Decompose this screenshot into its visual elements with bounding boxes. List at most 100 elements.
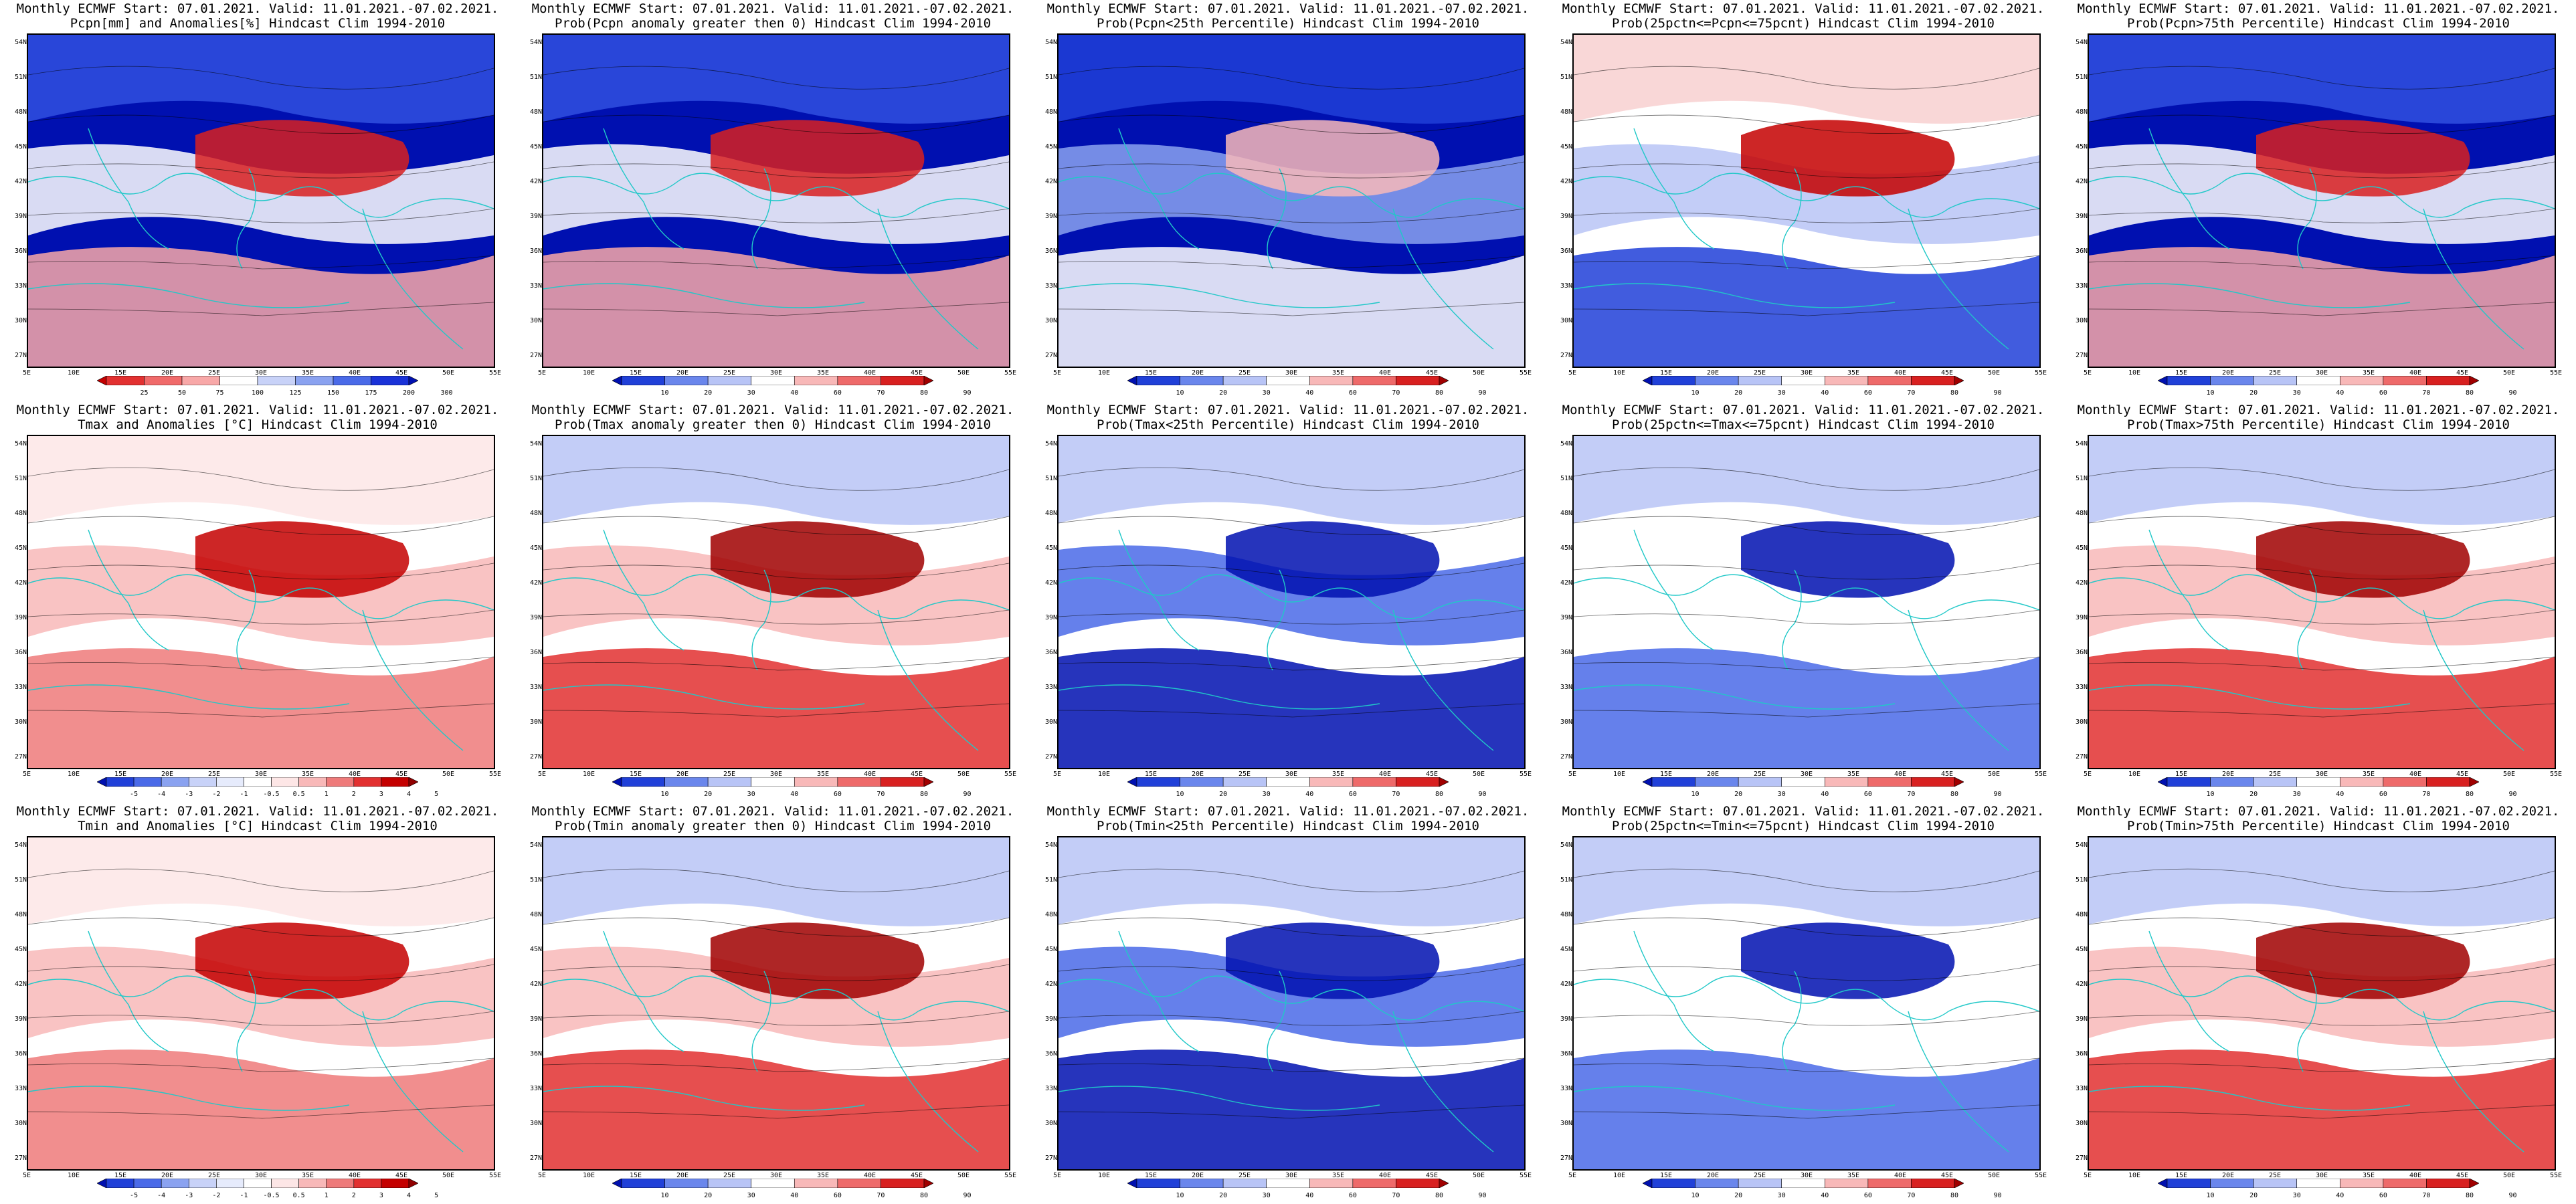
longitude-label: 45E xyxy=(1940,771,1954,778)
panel-title: Monthly ECMWF Start: 07.01.2021. Valid: … xyxy=(2061,403,2576,432)
longitude-label: 15E xyxy=(1659,369,1673,377)
colorbar-segment xyxy=(1127,1179,1137,1188)
colorbar-segment xyxy=(381,1179,409,1188)
colorbar-segment xyxy=(1738,376,1782,385)
colorbar-segment xyxy=(188,1179,217,1188)
colorbar-tick-label: 20 xyxy=(1734,1192,1743,1199)
latitude-label: 45N xyxy=(1560,946,1572,953)
colorbar-segment xyxy=(1738,777,1782,787)
longitude-label: 35E xyxy=(816,1172,830,1179)
colorbar-segment xyxy=(144,376,183,385)
longitude-label: 10E xyxy=(2128,771,2141,778)
longitude-label: 50E xyxy=(1987,369,2001,377)
coastline xyxy=(2423,609,2524,751)
colorbar-tick-label: 50 xyxy=(177,389,187,397)
map-field xyxy=(2089,837,2555,1169)
colorbar-segment xyxy=(923,1179,933,1188)
panel-title: Monthly ECMWF Start: 07.01.2021. Valid: … xyxy=(1030,804,1546,833)
shaded-region xyxy=(543,35,1009,124)
coastline xyxy=(2148,128,2230,249)
panel-title-line2: Prob(Tmin anomaly greater then 0) Hindca… xyxy=(554,819,992,833)
map-area xyxy=(2088,836,2556,1171)
colorbar-segment xyxy=(161,1179,189,1188)
contour-line xyxy=(543,563,1009,580)
colorbar-tick-label: 80 xyxy=(1435,1192,1444,1199)
shaded-region xyxy=(2089,436,2555,525)
colorbar-tick-label: 10 xyxy=(1691,1192,1699,1199)
contour-line xyxy=(1059,66,1524,90)
longitude-label: 20E xyxy=(2221,771,2235,778)
longitude-label: 20E xyxy=(161,771,174,778)
colorbar-tick-label: 75 xyxy=(215,389,224,397)
contour-line xyxy=(28,563,494,580)
coastline xyxy=(2297,168,2317,270)
contour-line xyxy=(28,255,494,270)
forecast-map-panel: Monthly ECMWF Start: 07.01.2021. Valid: … xyxy=(2061,0,2576,401)
longitude-label: 30E xyxy=(1800,369,1813,377)
contour-line xyxy=(28,114,494,134)
longitude-label: 5E xyxy=(22,369,31,377)
longitude-label: 5E xyxy=(1568,771,1577,778)
colorbar-segment xyxy=(1439,777,1449,787)
longitude-label: 35E xyxy=(301,1172,314,1179)
longitude-label: 15E xyxy=(629,1172,642,1179)
colorbar-segment xyxy=(181,376,220,385)
colorbar-tick-label: 20 xyxy=(1219,389,1228,397)
latitude-label: 45N xyxy=(1560,143,1572,150)
latitude-label: 48N xyxy=(1044,108,1057,116)
colorbar-segment xyxy=(1180,777,1224,787)
colorbar-tick-label: 90 xyxy=(1478,1192,1487,1199)
coastline xyxy=(1782,168,1802,270)
colorbar-segment xyxy=(133,777,162,787)
coastline xyxy=(28,283,350,308)
shaded-region xyxy=(1059,545,1524,645)
colorbar-segment xyxy=(1911,376,1955,385)
colorbar-tick-label: 90 xyxy=(2508,1192,2517,1199)
colorbar-segment xyxy=(837,1179,881,1188)
coastline xyxy=(1574,283,1896,308)
colorbar-segment xyxy=(408,376,418,385)
longitude-label: 30E xyxy=(1800,771,1813,778)
longitude-label: 40E xyxy=(2409,369,2422,377)
contour-line xyxy=(1059,609,1524,625)
shaded-region xyxy=(543,436,1009,525)
colorbar-segment xyxy=(751,1179,795,1188)
colorbar-segment xyxy=(244,1179,272,1188)
contour-line xyxy=(2089,563,2555,580)
contour-line xyxy=(1059,1058,1524,1072)
latitude-label: 27N xyxy=(2075,1155,2088,1162)
coastline xyxy=(2089,975,2555,1021)
longitude-label: 55E xyxy=(1519,1172,1532,1179)
colorbar-segment xyxy=(2210,376,2254,385)
longitude-label: 20E xyxy=(161,1172,174,1179)
latitude-label: 39N xyxy=(2075,213,2088,220)
colorbar-tick-label: 20 xyxy=(704,389,713,397)
coastline xyxy=(2423,208,2524,350)
latitude-label: 39N xyxy=(14,1015,27,1023)
colorbar-segment xyxy=(1781,777,1825,787)
contour-line xyxy=(1059,868,1524,892)
longitude-label: 55E xyxy=(1519,771,1532,778)
longitude-label: 15E xyxy=(1659,1172,1673,1179)
colorbar-segment xyxy=(837,376,881,385)
coastline xyxy=(1392,609,1494,751)
colorbar-tick-label: 60 xyxy=(1863,791,1872,798)
contour-line xyxy=(28,656,494,671)
colorbar-tick-label: -0.5 xyxy=(263,1192,280,1199)
coastline xyxy=(2089,283,2411,308)
colorbar-segment xyxy=(1439,1179,1449,1188)
longitude-label: 20E xyxy=(2221,369,2235,377)
colorbar: 10 20 30 40 60 70 80 90 xyxy=(612,1179,972,1201)
colorbar-tick-label: 40 xyxy=(1305,1192,1314,1199)
latitude-label: 48N xyxy=(2075,108,2088,116)
latitude-label: 48N xyxy=(14,510,27,517)
latitude-label: 51N xyxy=(529,876,542,884)
colorbar-tick-label: 10 xyxy=(2206,1192,2215,1199)
colorbar-tick-label: 60 xyxy=(1348,791,1357,798)
contour-line xyxy=(28,1104,494,1119)
coastline xyxy=(1392,208,1494,350)
coastline xyxy=(88,128,169,249)
coastline xyxy=(543,684,865,710)
longitude-label: 25E xyxy=(723,1172,736,1179)
panel-title-line2: Prob(Tmax<25th Percentile) Hindcast Clim… xyxy=(1097,417,1479,432)
